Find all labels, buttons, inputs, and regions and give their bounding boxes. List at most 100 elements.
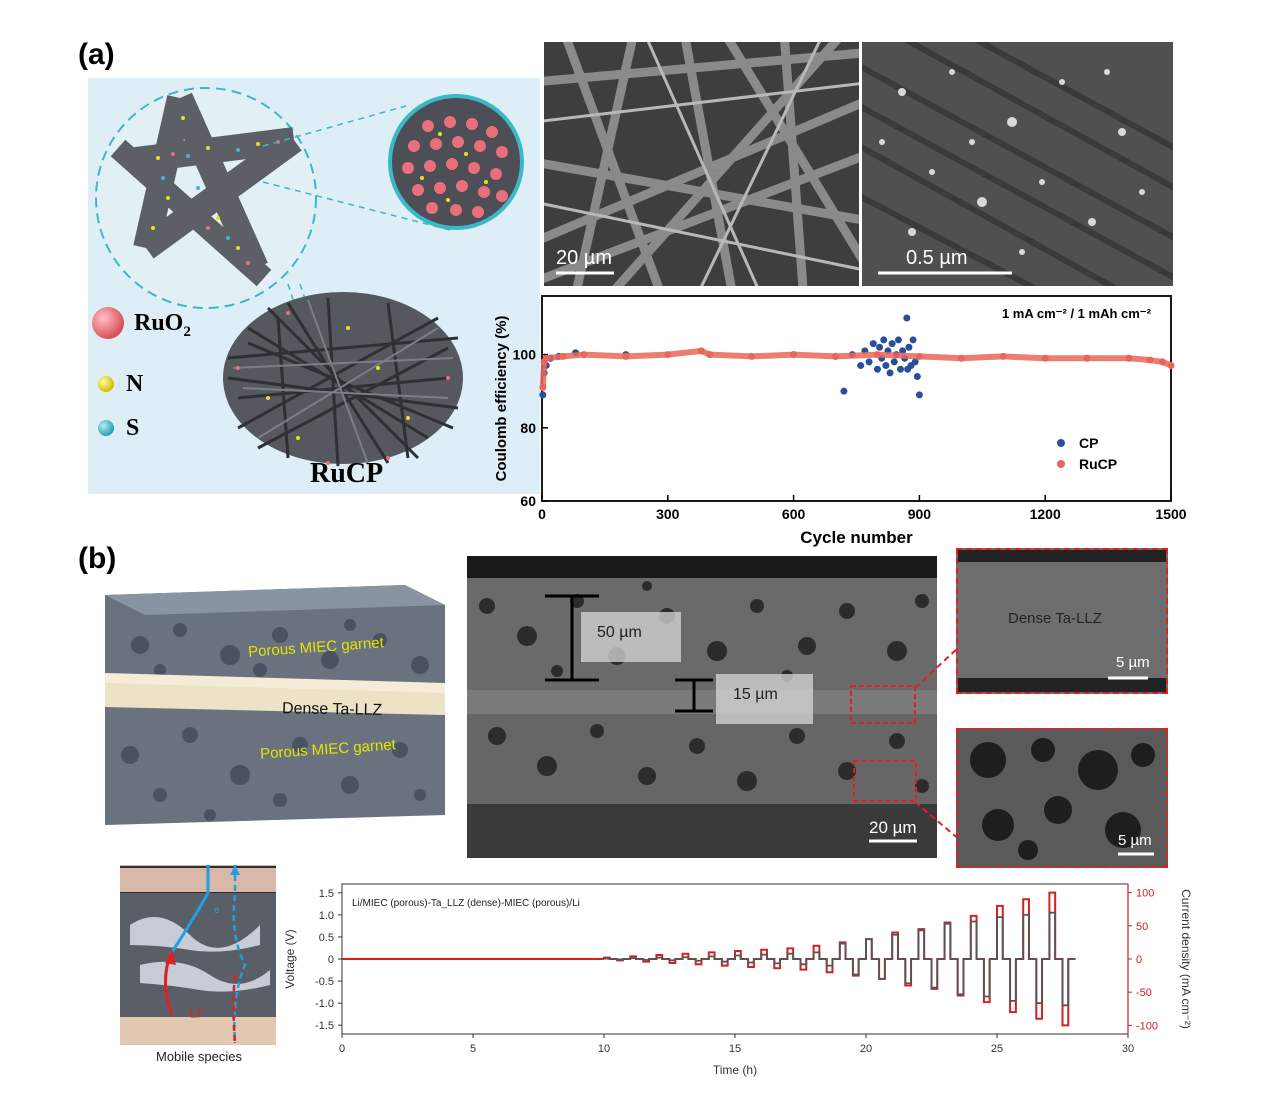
ce-legend-rucp-label: RuCP xyxy=(1079,456,1117,472)
ce-y-tick-label: 100 xyxy=(513,347,537,363)
fiber-dots xyxy=(151,116,260,250)
ruo2-legend-icon xyxy=(92,307,124,339)
v-y-axis-label: Voltage (V) xyxy=(283,929,297,988)
v-y-tick-label: 1.0 xyxy=(319,910,334,922)
n-legend-icon xyxy=(98,376,114,392)
sem-image-surface: 0.5 µm xyxy=(862,42,1173,286)
ce-point-cp xyxy=(888,340,896,348)
ce-point-cp xyxy=(894,336,902,344)
ce-point-cp xyxy=(882,362,890,370)
zoom-dense-art xyxy=(958,550,1166,692)
ce-point-rucp xyxy=(706,351,714,359)
ce-legend-cp-marker xyxy=(1057,439,1065,447)
ce-point-cp xyxy=(857,362,865,370)
ce-point-cp xyxy=(880,336,888,344)
ce-y-tick-label: 80 xyxy=(520,420,536,436)
ce-point-cp xyxy=(890,358,898,366)
v-y-tick-label: 0.5 xyxy=(319,932,334,944)
ce-point-rucp xyxy=(873,351,881,359)
v-y2-tick-label: 0 xyxy=(1136,954,1142,966)
panel-b-label: (b) xyxy=(78,542,117,575)
ce-x-tick-label: 600 xyxy=(782,506,806,522)
zoom-porous-art xyxy=(970,738,1155,860)
ce-point-cp xyxy=(909,336,917,344)
ruo2-text: RuO xyxy=(134,310,184,336)
v-y2-tick-label: -50 xyxy=(1136,987,1152,999)
zoom-dense-image: Dense Ta-LLZ 5 µm xyxy=(956,548,1168,694)
ce-y-axis-label: Coulomb efficiency (%) xyxy=(493,316,510,482)
v-y-tick-label: -1.0 xyxy=(315,998,334,1010)
ce-plot-frame xyxy=(541,295,1172,502)
v-series-voltage xyxy=(603,911,1076,1007)
cross-section-sem: 50 µm 15 µm 20 µm xyxy=(467,556,937,858)
ce-point-rucp xyxy=(697,347,705,355)
ce-point-cp xyxy=(876,343,884,351)
sem-image-fibers: 20 µm xyxy=(544,42,859,286)
sem-surface-art xyxy=(862,42,1173,286)
electron-label: e xyxy=(214,905,220,916)
ce-point-rucp xyxy=(999,352,1007,360)
ce-point-rucp xyxy=(1041,354,1049,362)
ce-point-cp xyxy=(865,358,873,366)
v-y-tick-label: 1.5 xyxy=(319,888,334,900)
v-y-tick-label: 0 xyxy=(328,954,334,966)
v-y2-tick-label: -100 xyxy=(1136,1020,1158,1032)
porous-zoom-box xyxy=(853,760,917,802)
ce-point-rucp xyxy=(559,352,567,360)
ce-point-rucp xyxy=(1167,362,1175,370)
coulomb-efficiency-chart: 0 300 600 900 1200 1500 60 80 100 Cycle number Cou… xyxy=(493,295,1187,547)
ce-x-tick-label: 300 xyxy=(656,506,680,522)
v-x-tick-label: 20 xyxy=(860,1043,872,1055)
sem-left-scale-label: 20 µm xyxy=(556,247,612,269)
mobile-species-caption: Mobile species xyxy=(156,1049,242,1064)
ce-series-rucp-band xyxy=(539,347,1173,388)
rucp-label: RuCP xyxy=(310,458,384,489)
rucp-schematic: RuO2 N S RuCP xyxy=(88,78,540,494)
ruo2-legend-label: RuO2 xyxy=(134,310,191,341)
ce-point-cp xyxy=(913,373,921,381)
cross-section-art xyxy=(467,556,937,858)
thickness-15-label: 15 µm xyxy=(733,686,778,703)
ce-point-rucp xyxy=(915,352,923,360)
fiber-star-icon xyxy=(110,92,302,287)
ce-point-cp xyxy=(869,340,877,348)
ce-point-cp xyxy=(886,369,894,377)
v-x-axis-label: Time (h) xyxy=(713,1063,757,1077)
zoom-porous-scale-label: 5 µm xyxy=(1118,832,1152,849)
s-legend-icon xyxy=(98,420,114,436)
ce-point-rucp xyxy=(1125,354,1133,362)
ce-point-cp xyxy=(903,314,911,322)
ce-point-rucp xyxy=(622,352,630,360)
v-x-tick-label: 25 xyxy=(991,1043,1003,1055)
v-x-tick-label: 10 xyxy=(598,1043,610,1055)
v-y-tick-label: -0.5 xyxy=(315,976,334,988)
panel-a-label: (a) xyxy=(78,38,115,71)
ce-point-cp xyxy=(915,391,923,399)
ce-point-rucp xyxy=(1146,356,1154,364)
ce-point-rucp xyxy=(580,351,588,359)
sem-fibers-art xyxy=(544,42,859,286)
dense-zoom-box xyxy=(850,685,916,724)
ce-x-tick-label: 1500 xyxy=(1155,506,1186,522)
ce-point-rucp xyxy=(957,354,965,362)
li-ion-charge: + xyxy=(200,1005,205,1014)
zoom-connectors xyxy=(915,645,961,841)
ce-point-rucp xyxy=(542,354,550,362)
voltage-current-chart: 0 5 10 15 20 25 30 -1.5 -1.0 -0.5 0 0.5 1.0 1.5 -100 -5… xyxy=(283,883,1193,1077)
ce-point-rucp xyxy=(664,351,672,359)
n-legend-label: N xyxy=(126,371,144,397)
ce-point-cp xyxy=(539,391,547,399)
ce-legend-rucp-marker xyxy=(1057,460,1065,468)
dense-layer-label: Dense Ta-LLZ xyxy=(281,700,383,719)
ce-annotation: 1 mA cm⁻² / 1 mAh cm⁻² xyxy=(1002,306,1152,321)
ce-point-cp xyxy=(911,358,919,366)
ce-point-rucp xyxy=(539,384,547,392)
ce-point-rucp xyxy=(1083,354,1091,362)
ce-point-rucp xyxy=(832,352,840,360)
v-x-tick-label: 0 xyxy=(339,1043,345,1055)
ce-x-tick-label: 0 xyxy=(538,506,546,522)
mobile-species-schematic: Li+ e xyxy=(120,865,276,1045)
v-x-tick-label: 15 xyxy=(729,1043,741,1055)
ce-point-rucp xyxy=(790,351,798,359)
ce-y-tick-label: 60 xyxy=(520,493,536,509)
